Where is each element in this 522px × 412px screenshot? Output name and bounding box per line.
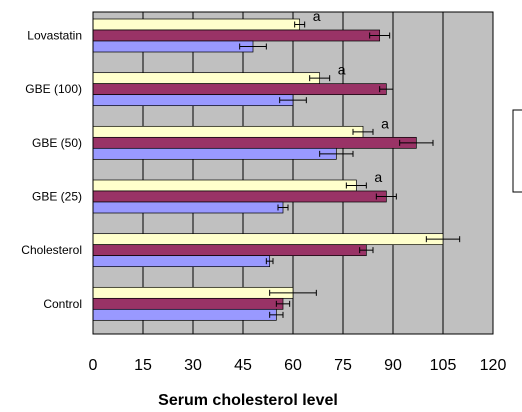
x-tick-label: 0 [89,357,98,374]
category-label: Lovastatin [27,29,82,43]
category-labels: Lovastatin GBE (100) GBE (50) GBE (25) Chole… [21,29,82,311]
x-tick-label: 60 [284,357,302,374]
x-tick-label: 75 [334,357,352,374]
significance-annotation: a [381,115,389,131]
category-label: Cholesterol [21,243,82,257]
error-bars [239,21,461,318]
bar [92,286,294,299]
bar [92,190,387,203]
x-tick-label: 105 [430,357,457,374]
bar [92,94,294,107]
bar [92,201,284,214]
bar [92,147,337,160]
annotations: a a a a [313,8,389,185]
x-tick-label: 90 [384,357,402,374]
bar [92,18,301,31]
category-label: GBE (50) [32,136,82,150]
significance-annotation: a [313,8,321,24]
legend-box [512,109,522,193]
bar [92,136,417,149]
bar [92,72,321,85]
bar [92,308,277,321]
x-axis-title: Serum cholesterol level [158,392,338,409]
x-tick-label: 15 [134,357,152,374]
bar [92,244,367,257]
x-tick-labels: 0 15 30 45 60 75 90 105 120 [89,357,507,374]
bar [92,179,357,192]
bar [92,297,284,310]
gridlines [142,12,444,334]
significance-annotation: a [374,169,382,185]
plot-border [92,11,494,335]
bar [92,233,444,246]
significance-annotation: a [338,62,346,78]
bar [92,29,381,42]
category-label: GBE (25) [32,190,82,204]
x-tick-label: 30 [184,357,202,374]
bar [92,83,387,96]
category-label: GBE (100) [25,82,82,96]
x-tick-label: 120 [480,357,507,374]
x-tick-label: 45 [234,357,252,374]
bar [92,255,271,268]
bar [92,125,364,138]
bar [92,40,254,53]
category-label: Control [43,297,82,311]
